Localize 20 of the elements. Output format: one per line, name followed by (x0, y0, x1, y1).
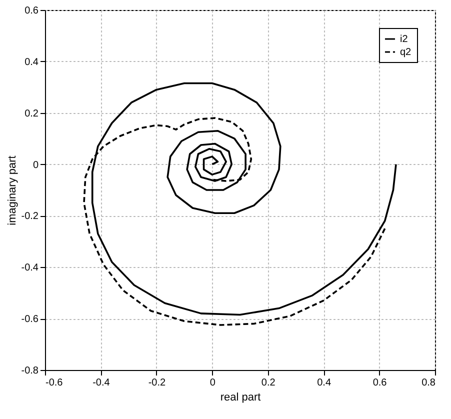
y-tick-label: -0.4 (21, 262, 39, 274)
y-tick-label: 0.2 (24, 108, 39, 120)
y-tick-label: -0.8 (21, 366, 39, 376)
y-tick-label: -0.2 (21, 211, 39, 222)
x-tick-label: 0 (210, 378, 216, 388)
y-axis-title: imaginary part (6, 156, 18, 226)
y-tick-label: 0 (32, 160, 39, 171)
x-tick-label: -0.2 (148, 378, 166, 388)
x-tick-label: -0.4 (92, 378, 110, 388)
legend-label: i2 (400, 34, 408, 45)
legend-label: q2 (400, 47, 412, 58)
x-tick-label: 0.2 (261, 378, 276, 388)
x-tick-label: 0.6 (372, 378, 388, 388)
x-tick-label: 0.4 (317, 378, 332, 388)
y-tick-label: -0.6 (21, 314, 39, 326)
x-tick-label: 0.8 (422, 378, 436, 388)
x-tick-label: -0.6 (46, 378, 64, 388)
y-tick-label: 0.6 (24, 6, 39, 16)
y-tick-label: 0.4 (24, 56, 39, 68)
x-axis-title: real part (220, 392, 261, 404)
